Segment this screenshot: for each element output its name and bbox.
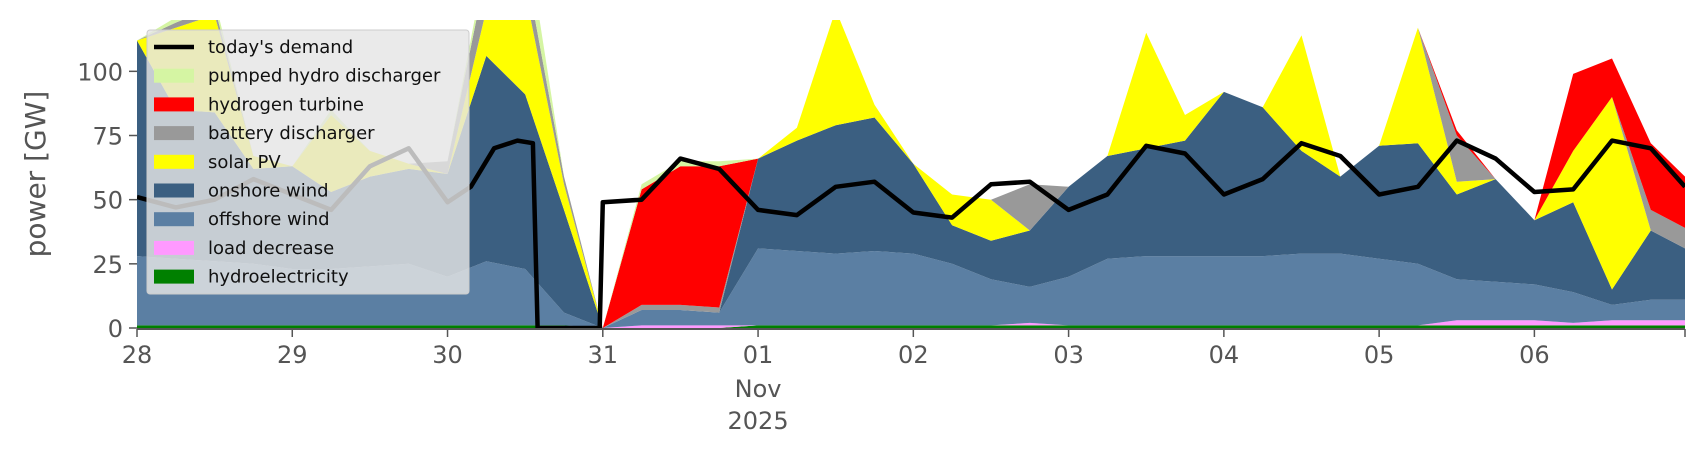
x-tick-label: 02	[898, 341, 929, 369]
legend-label: hydrogen turbine	[208, 94, 364, 115]
legend-swatch	[154, 212, 194, 227]
legend-swatch	[154, 68, 194, 83]
area-solar-pv	[137, 20, 1685, 328]
area-hydroelectricity	[137, 325, 1685, 328]
x-tick-sublabel: 2025	[728, 407, 789, 435]
y-tick-label: 50	[92, 187, 123, 215]
legend-swatch	[154, 183, 194, 198]
x-tick-label: 04	[1209, 341, 1240, 369]
y-tick-label: 0	[108, 315, 123, 343]
legend-label: hydroelectricity	[208, 267, 349, 288]
legend-label: battery discharger	[208, 123, 375, 144]
legend-item: load decrease	[154, 238, 334, 259]
axes: 0 25 50 75 100 28 29 30 31 01 Nov 2025 02 03 04 05 06 p…	[19, 58, 1686, 435]
series-areas	[137, 20, 1685, 328]
legend-item: onshore wind	[154, 181, 329, 202]
x-tick-label: 05	[1364, 341, 1395, 369]
legend-item: today's demand	[154, 37, 353, 58]
x-tick-label: 31	[588, 341, 619, 369]
y-axis-label: power [GW]	[19, 91, 52, 258]
legend-item: offshore wind	[154, 209, 330, 230]
legend-item: pumped hydro discharger	[154, 66, 441, 87]
legend-label: offshore wind	[208, 209, 330, 230]
legend-swatch	[154, 240, 194, 255]
y-tick-label: 25	[92, 251, 123, 279]
x-tick-label: 28	[122, 341, 153, 369]
legend-label: onshore wind	[208, 181, 329, 202]
legend-label: today's demand	[208, 37, 353, 58]
legend: today's demand pumped hydro discharger hyd…	[146, 29, 470, 295]
y-tick-label: 75	[92, 123, 123, 151]
x-tick-label: 06	[1519, 341, 1550, 369]
y-tick-label: 100	[77, 58, 123, 86]
x-tick-sublabel: Nov	[735, 375, 782, 403]
legend-label: load decrease	[208, 238, 334, 259]
legend-swatch	[154, 269, 194, 284]
x-tick-label: 30	[432, 341, 463, 369]
legend-item: solar PV	[154, 152, 281, 173]
legend-swatch	[154, 126, 194, 141]
x-tick-label: 03	[1053, 341, 1084, 369]
x-tick-label: 29	[277, 341, 308, 369]
legend-label: solar PV	[208, 152, 281, 173]
x-axis-ticks: 28 29 30 31 01 Nov 2025 02 03 04 05 06	[122, 329, 1686, 435]
legend-item: hydroelectricity	[154, 267, 349, 288]
legend-item: hydrogen turbine	[154, 94, 364, 115]
legend-item: battery discharger	[154, 123, 375, 144]
area-offshore-wind	[137, 248, 1685, 328]
legend-swatch	[154, 154, 194, 169]
x-tick-label: 01	[743, 341, 774, 369]
area-onshore-wind	[137, 40, 1685, 328]
legend-swatch	[154, 97, 194, 112]
legend-box	[146, 29, 470, 295]
y-axis-ticks: 0 25 50 75 100	[77, 58, 137, 343]
area-load-decrease	[137, 320, 1685, 328]
legend-label: pumped hydro discharger	[208, 66, 441, 87]
